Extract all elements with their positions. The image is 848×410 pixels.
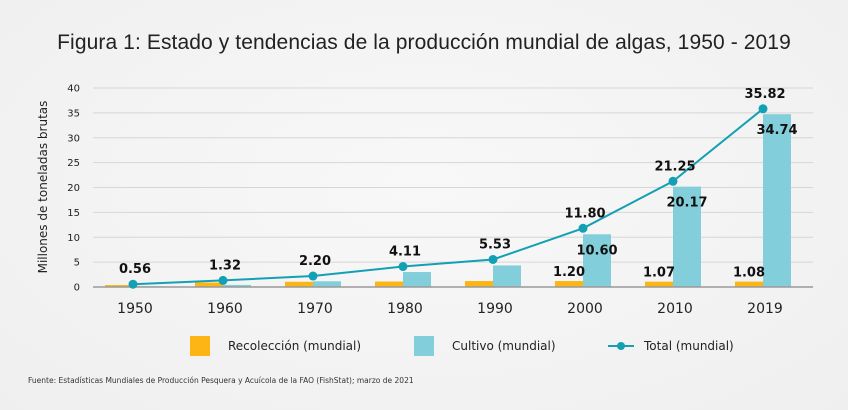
bar-cultivo [403, 272, 431, 287]
data-label-recoleccion: 1.20 [553, 265, 585, 280]
legend-label-cultivo: Cultivo (mundial) [452, 339, 556, 353]
data-label-total: 0.56 [119, 262, 151, 277]
data-label-cultivo: 10.60 [576, 243, 617, 258]
bar-recoleccion [195, 282, 223, 287]
data-label-recoleccion: 1.07 [643, 266, 675, 281]
bar-cultivo [583, 234, 611, 287]
legend-swatch-recoleccion [190, 336, 210, 356]
data-label-total: 5.53 [479, 237, 511, 252]
data-label-total: 2.20 [299, 254, 331, 269]
y-axis-label: Millones de toneladas brutas [36, 101, 50, 274]
data-label-cultivo: 20.17 [666, 196, 707, 211]
total-point [488, 254, 498, 264]
total-point [128, 279, 138, 289]
x-tick-label: 1960 [207, 301, 243, 317]
total-series-line [132, 108, 764, 286]
y-tick-label: 25 [67, 158, 80, 169]
bar-cultivo [313, 281, 341, 287]
data-label-cultivo: 34.74 [756, 123, 797, 138]
bar-recoleccion [105, 285, 133, 287]
bar-recoleccion [555, 281, 583, 287]
x-tick-label: 2019 [747, 301, 783, 317]
bar-recoleccion [285, 281, 313, 287]
x-tick-label: 2000 [567, 301, 603, 317]
y-axis-ticks: 0 5 10 15 20 25 30 35 40 [67, 84, 80, 294]
y-tick-label: 0 [74, 283, 80, 294]
y-tick-label: 20 [67, 183, 80, 194]
total-line [128, 104, 768, 289]
legend-swatch-cultivo [414, 336, 434, 356]
y-tick-label: 35 [67, 108, 80, 119]
bar-recoleccion [735, 281, 763, 287]
total-point [758, 104, 768, 114]
legend-item-recoleccion: Recolección (mundial) [190, 333, 361, 359]
legend-label-total: Total (mundial) [644, 339, 734, 353]
bar-cultivo [673, 186, 701, 287]
data-label-total: 1.32 [209, 258, 241, 273]
legend-item-total: Total (mundial) [608, 333, 734, 359]
y-tick-label: 30 [67, 133, 80, 144]
bar-recoleccion [375, 281, 403, 287]
x-tick-label: 1980 [387, 301, 423, 317]
y-tick-label: 15 [67, 208, 80, 219]
y-tick-label: 40 [67, 84, 80, 95]
data-label-recoleccion: 1.08 [733, 266, 765, 281]
data-label-total: 21.25 [654, 159, 695, 174]
y-tick-label: 5 [74, 258, 80, 269]
x-tick-label: 1970 [297, 301, 333, 317]
legend-line-marker-icon [608, 340, 634, 352]
x-tick-label: 2010 [657, 301, 693, 317]
x-tick-label: 1990 [477, 301, 513, 317]
legend-label-recoleccion: Recolección (mundial) [228, 339, 362, 353]
data-label-total: 35.82 [744, 87, 785, 102]
grid-lines [93, 87, 813, 263]
data-labels: 0.56 1.32 2.20 4.11 5.53 11.80 21.25 35.82 1.20 1… [119, 87, 798, 281]
total-point [218, 275, 228, 285]
y-tick-label: 10 [67, 233, 80, 244]
bar-recoleccion [465, 281, 493, 287]
bar-cultivo [223, 284, 251, 287]
bars [105, 114, 791, 287]
chart-title: Figura 1: Estado y tendencias de la prod… [57, 31, 791, 54]
bar-recoleccion [645, 281, 673, 287]
total-point [578, 223, 588, 233]
legend-item-cultivo: Cultivo (mundial) [414, 333, 556, 359]
bar-cultivo [493, 265, 521, 287]
legend: Recolección (mundial) Cultivo (mundial) … [0, 333, 848, 359]
bar-cultivo [763, 114, 791, 287]
total-point [398, 262, 408, 272]
total-point [668, 176, 678, 186]
data-label-total: 4.11 [389, 245, 421, 260]
source-note: Fuente: Estadísticas Mundiales de Produc… [28, 376, 414, 385]
chart-plot: 0 5 10 15 20 25 30 35 40 Millones de toneladas b… [36, 84, 813, 317]
total-point [308, 271, 318, 281]
x-tick-label: 1950 [117, 301, 153, 317]
data-label-total: 11.80 [564, 206, 605, 221]
x-axis-ticks: 1950 1960 1970 1980 1990 2000 2010 2019 [117, 301, 783, 317]
